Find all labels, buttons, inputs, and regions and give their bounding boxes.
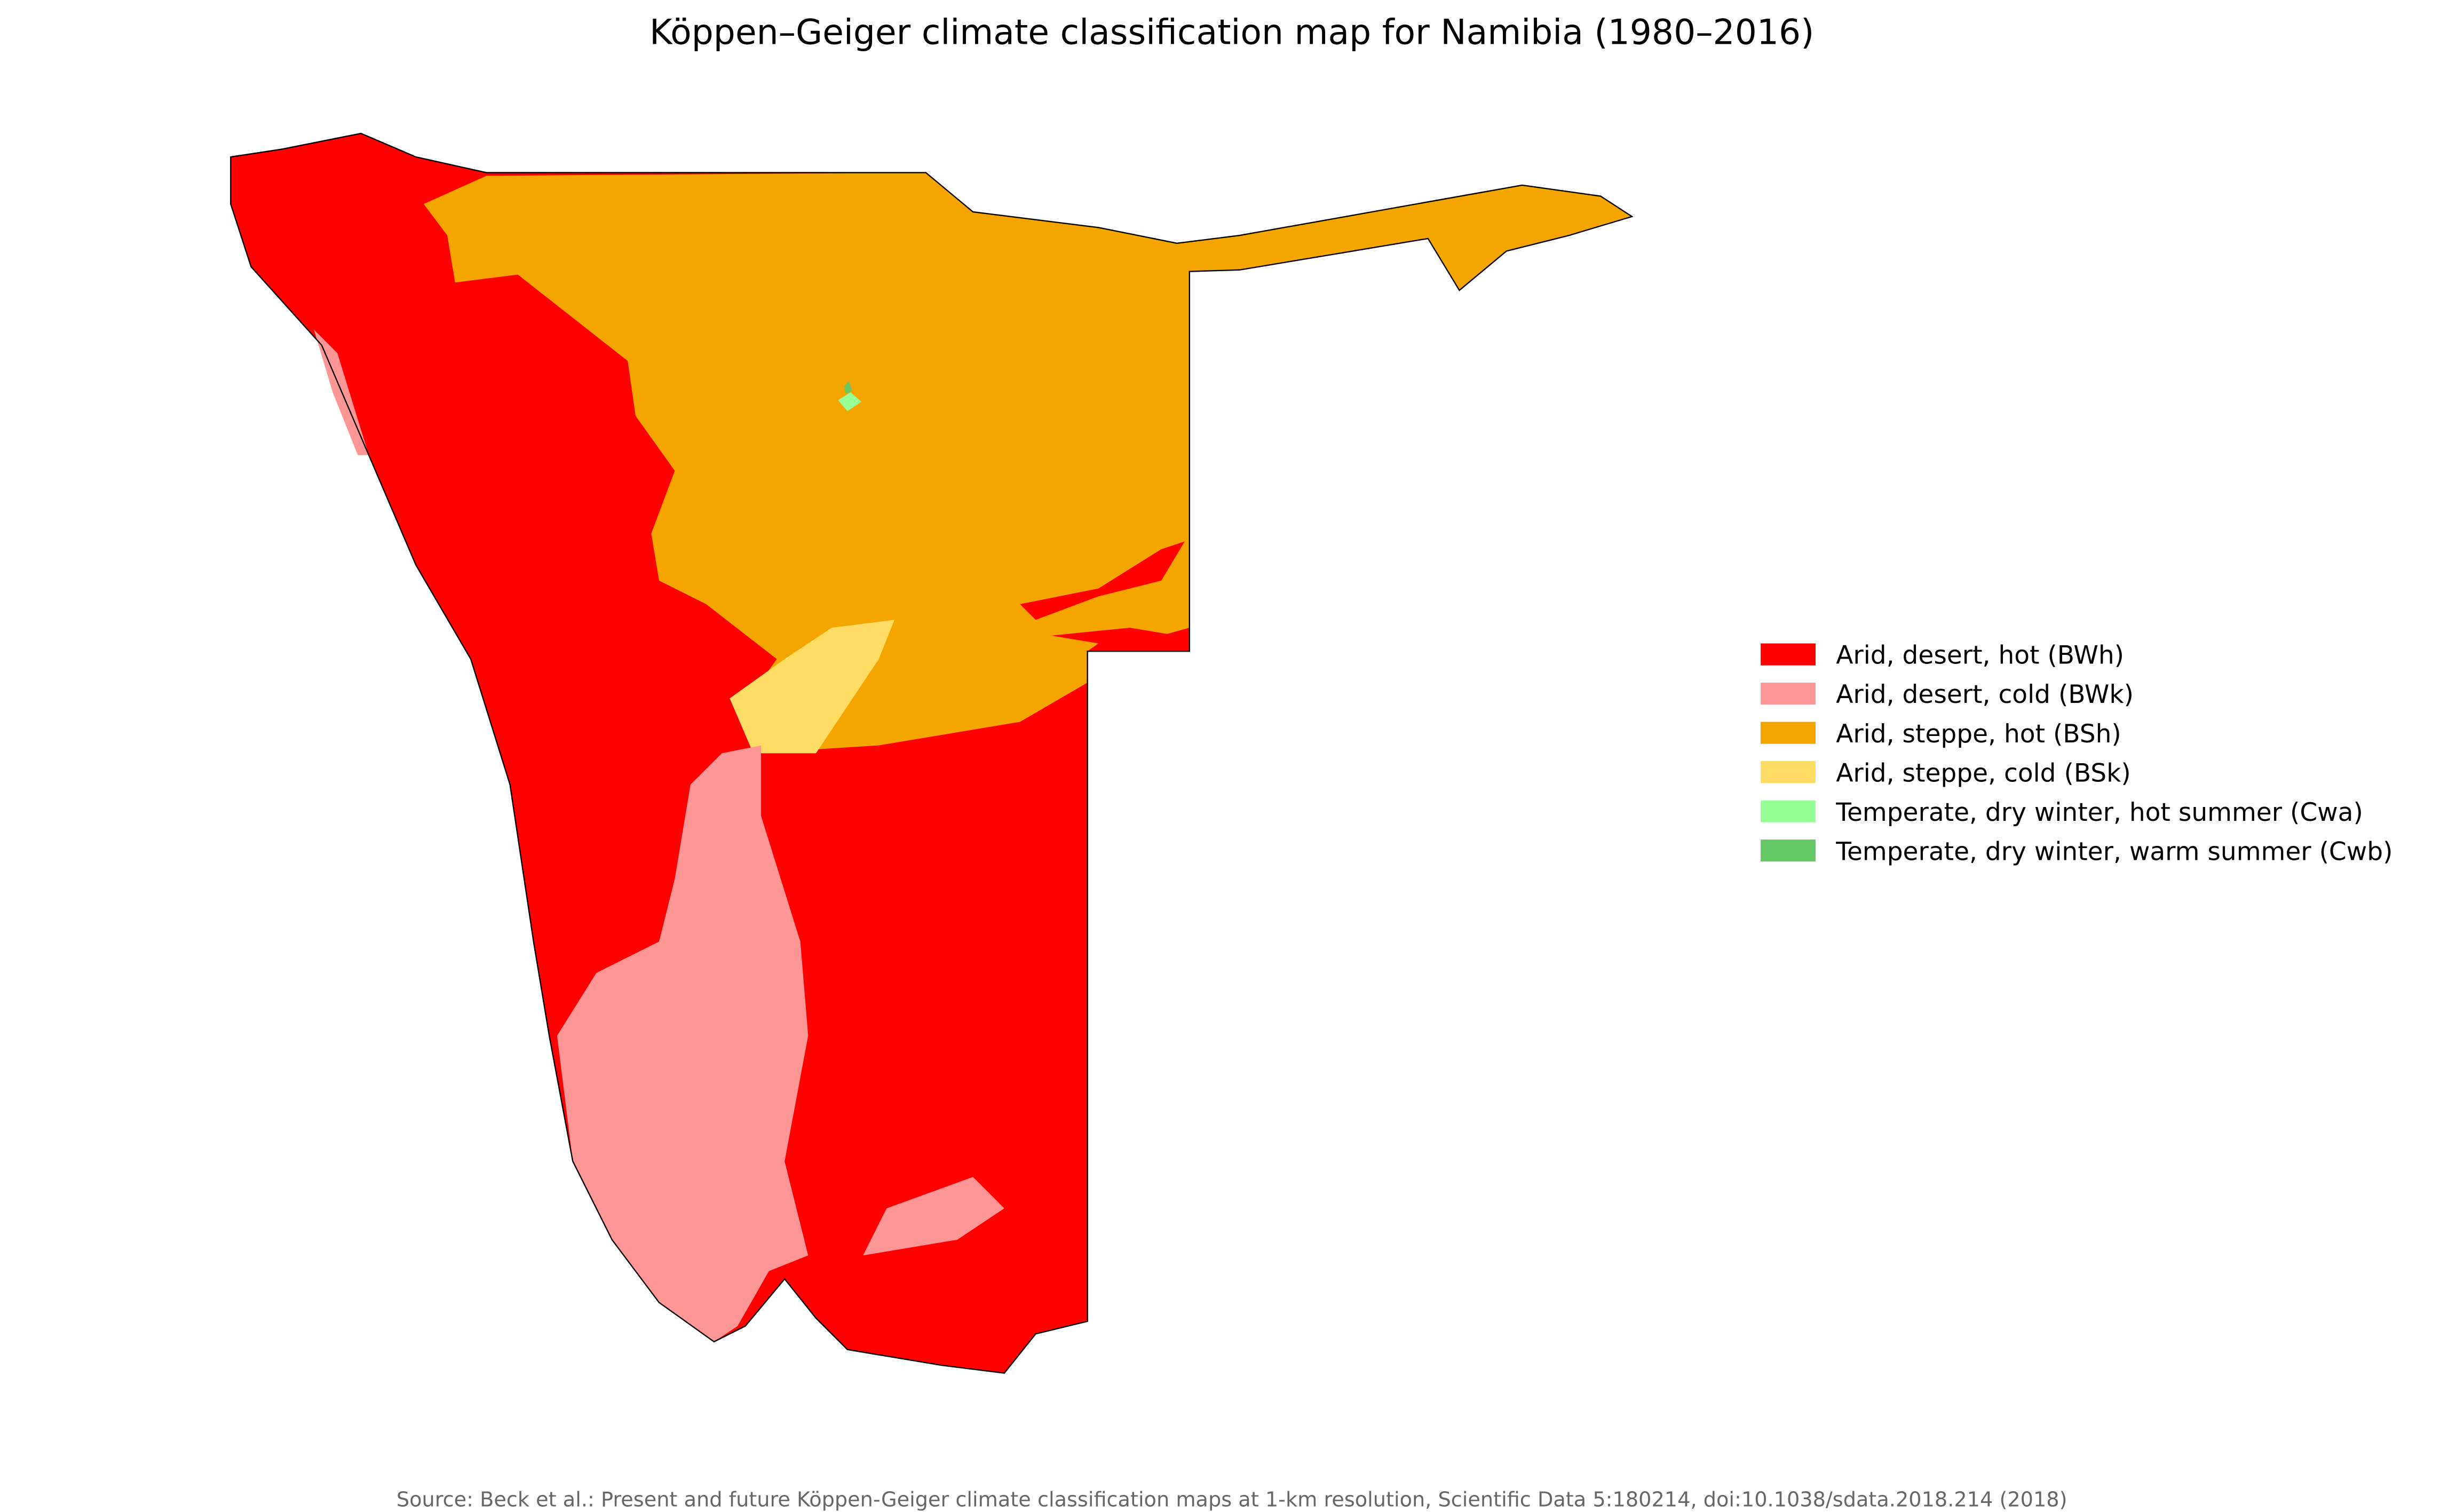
map-title: Köppen–Geiger climate classification map… <box>649 12 1814 52</box>
map-regions <box>230 132 1634 1374</box>
legend-swatch <box>1761 761 1816 783</box>
region-cwb <box>844 381 852 394</box>
legend-label: Arid, desert, hot (BWh) <box>1836 641 2124 670</box>
region-bsh <box>423 172 1632 754</box>
legend-label: Arid, steppe, cold (BSk) <box>1836 758 2130 788</box>
country-outline <box>230 132 1634 1374</box>
region-cwa <box>838 392 862 411</box>
legend-swatch <box>1761 840 1816 862</box>
legend-swatch <box>1761 722 1816 744</box>
region-bsk <box>730 620 895 754</box>
legend-swatch <box>1761 643 1816 666</box>
legend-label: Arid, steppe, hot (BSh) <box>1836 719 2121 749</box>
source-note: Source: Beck et al.: Present and future … <box>397 1489 2067 1512</box>
legend: Arid, desert, hot (BWh) Arid, desert, col… <box>1761 641 2392 866</box>
legend-label: Temperate, dry winter, hot summer (Cwa) <box>1835 798 2363 827</box>
region-bwh <box>1051 628 1190 652</box>
legend-label: Arid, desert, cold (BWk) <box>1836 680 2134 709</box>
region-bwk <box>863 1177 1004 1256</box>
legend-swatch <box>1761 683 1816 705</box>
region-bwh <box>1020 541 1185 620</box>
region-bwk <box>557 745 809 1342</box>
legend-label: Temperate, dry winter, warm summer (Cwb) <box>1835 837 2392 866</box>
legend-swatch <box>1761 800 1816 822</box>
